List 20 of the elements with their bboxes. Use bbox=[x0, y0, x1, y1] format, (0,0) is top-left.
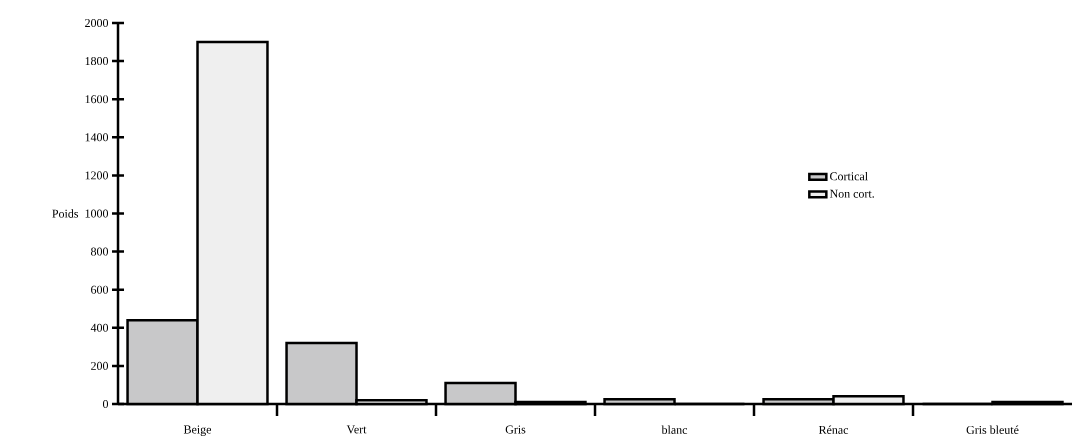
y-tick-label: 1400 bbox=[85, 133, 109, 142]
x-tick-label: Vert bbox=[346, 425, 367, 434]
y-tick-label: 1800 bbox=[85, 57, 109, 66]
y-axis-title: Poids bbox=[52, 209, 79, 218]
y-tick-label: 800 bbox=[91, 247, 109, 256]
y-tick-label: 400 bbox=[90, 323, 109, 332]
legend-label: Non cort. bbox=[829, 189, 874, 198]
y-tick-label: 600 bbox=[91, 285, 109, 294]
legend-label: Cortical bbox=[830, 171, 868, 181]
y-tick-label: 2000 bbox=[85, 18, 109, 28]
x-tick-label: blanc bbox=[661, 425, 688, 434]
x-tick-label: Gris bleuté bbox=[966, 425, 1019, 434]
x-tick-label: Rénac bbox=[818, 425, 849, 434]
y-tick-label: 1200 bbox=[85, 171, 109, 180]
x-tick-label: Beige bbox=[183, 425, 212, 436]
y-tick-label: 1600 bbox=[85, 95, 109, 104]
y-tick-label: 200 bbox=[91, 361, 109, 370]
x-tick-label: Gris bbox=[505, 425, 526, 434]
y-tick-label: 0 bbox=[102, 399, 109, 409]
y-tick-label: 1000 bbox=[85, 209, 109, 218]
